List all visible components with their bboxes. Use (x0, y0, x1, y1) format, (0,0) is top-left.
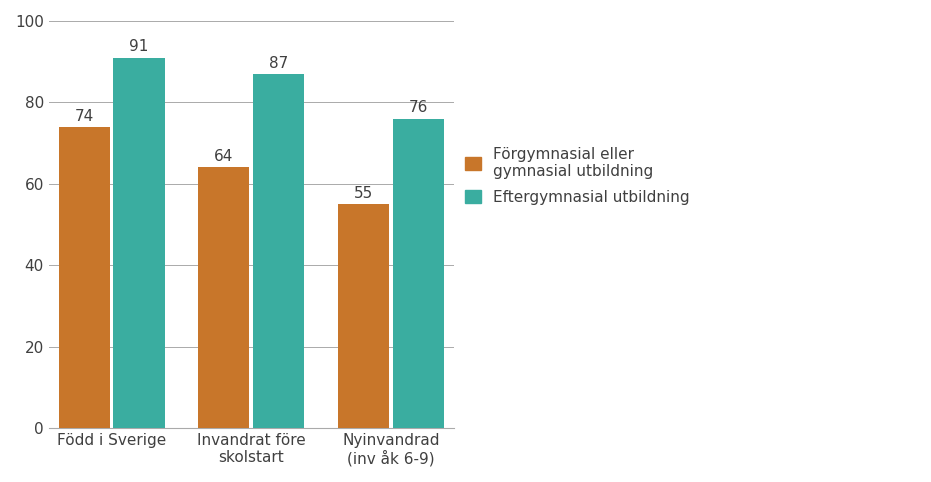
Text: 55: 55 (354, 186, 373, 201)
Text: 91: 91 (129, 40, 149, 54)
Text: 87: 87 (269, 55, 289, 71)
Text: 76: 76 (409, 100, 428, 115)
Bar (338, 204, 389, 428)
Bar (198, 167, 250, 428)
Bar (393, 119, 444, 428)
Legend: Förgymnasial eller
gymnasial utbildning, Eftergymnasial utbildning: Förgymnasial eller gymnasial utbildning,… (466, 147, 689, 205)
Bar (253, 74, 304, 428)
Text: 74: 74 (74, 108, 94, 123)
Bar (59, 127, 110, 428)
Text: 64: 64 (214, 149, 234, 164)
Bar (114, 58, 165, 428)
